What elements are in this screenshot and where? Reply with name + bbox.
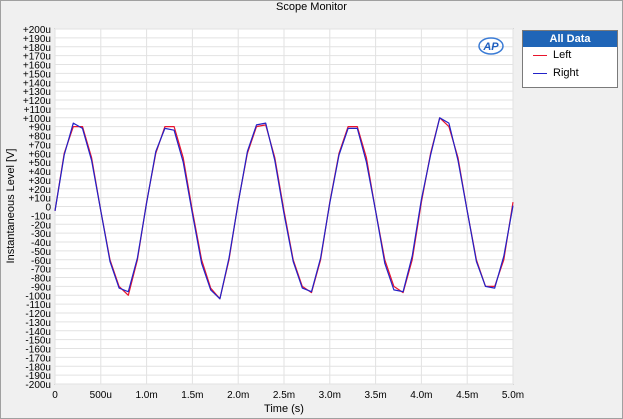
y-tick-label: +120u: [23, 96, 51, 107]
y-tick-label: -100u: [25, 291, 51, 302]
y-tick-label: +130u: [23, 87, 51, 98]
y-tick-label: +140u: [23, 78, 51, 89]
legend-item-left[interactable]: Left: [523, 47, 617, 65]
y-tick-label: -120u: [25, 309, 51, 320]
y-tick-label: -80u: [31, 274, 51, 285]
y-tick-label: -130u: [25, 318, 51, 329]
trace-right: [54, 117, 514, 300]
y-tick-label: -90u: [31, 282, 51, 293]
y-tick-label: -70u: [31, 265, 51, 276]
y-tick-label: -170u: [25, 353, 51, 364]
x-tick-label: 4.0m: [410, 390, 432, 401]
y-tick-label: -10u: [31, 211, 51, 222]
y-tick-label: +30u: [28, 176, 51, 187]
y-tick-label: +40u: [28, 167, 51, 178]
x-tick-label: 1.0m: [135, 390, 157, 401]
y-tick-label: -20u: [31, 220, 51, 231]
x-tick-label: 0: [52, 390, 58, 401]
y-tick-label: +190u: [23, 34, 51, 45]
right-swatch: [533, 73, 547, 74]
x-tick-label: 2.5m: [273, 390, 295, 401]
y-tick-label: -50u: [31, 247, 51, 258]
y-tick-label: -180u: [25, 362, 51, 373]
y-tick-label: +60u: [28, 149, 51, 160]
y-tick-label: +50u: [28, 158, 51, 169]
y-tick-label: -140u: [25, 327, 51, 338]
y-tick-label: +200u: [23, 25, 51, 36]
y-tick-label: +80u: [28, 132, 51, 143]
window-title: Scope Monitor: [276, 1, 347, 13]
grid-lines: [54, 28, 514, 385]
y-tick-label: -190u: [25, 371, 51, 382]
y-tick-label: +110u: [24, 105, 51, 116]
x-tick-label: 2.0m: [227, 390, 249, 401]
y-tick-label: +100u: [23, 114, 51, 125]
y-tick-label: +70u: [28, 140, 51, 151]
x-axis-label: Time (s): [264, 403, 304, 415]
x-tick-labels: 0 500u 1.0m 1.5m 2.0m 2.5m 3.0m 3.5m 4.0m 4.5m 5.0…: [52, 390, 524, 401]
y-tick-label: -30u: [31, 229, 51, 240]
x-tick-label: 3.0m: [319, 390, 341, 401]
traces: [54, 117, 514, 300]
x-tick-label: 500u: [90, 390, 112, 401]
y-tick-label: +90u: [28, 123, 51, 134]
y-tick-label: -60u: [31, 256, 51, 267]
x-tick-label: 1.5m: [181, 390, 203, 401]
legend[interactable]: All Data Left Right: [522, 30, 618, 88]
y-tick-label: +160u: [23, 61, 51, 72]
x-tick-label: 5.0m: [502, 390, 524, 401]
y-tick-label: +20u: [28, 185, 51, 196]
y-tick-label: -40u: [31, 238, 51, 249]
y-tick-label: +150u: [23, 69, 51, 80]
x-tick-label: 4.5m: [456, 390, 478, 401]
x-tick-label: 3.5m: [364, 390, 386, 401]
y-tick-label: +170u: [23, 52, 51, 63]
y-tick-label: +180u: [23, 43, 51, 54]
y-tick-label: +10u: [28, 194, 51, 205]
ap-logo: AP: [478, 37, 504, 55]
legend-label-left: Left: [553, 49, 572, 61]
y-tick-label: -150u: [25, 336, 51, 347]
y-tick-label: -110u: [26, 300, 51, 311]
legend-label-right: Right: [553, 67, 579, 79]
legend-item-right[interactable]: Right: [523, 65, 617, 83]
legend-header[interactable]: All Data: [523, 31, 617, 47]
y-tick-label: -200u: [25, 380, 51, 391]
y-axis-label: Instantaneous Level [V]: [5, 149, 17, 264]
ap-logo-text: AP: [482, 41, 499, 53]
y-tick-label: 0: [45, 203, 51, 214]
left-swatch: [533, 55, 547, 56]
y-tick-labels: +200u+190u+180u+170u+160u+150u+140u+130u…: [23, 25, 52, 391]
y-tick-label: -160u: [25, 345, 51, 356]
